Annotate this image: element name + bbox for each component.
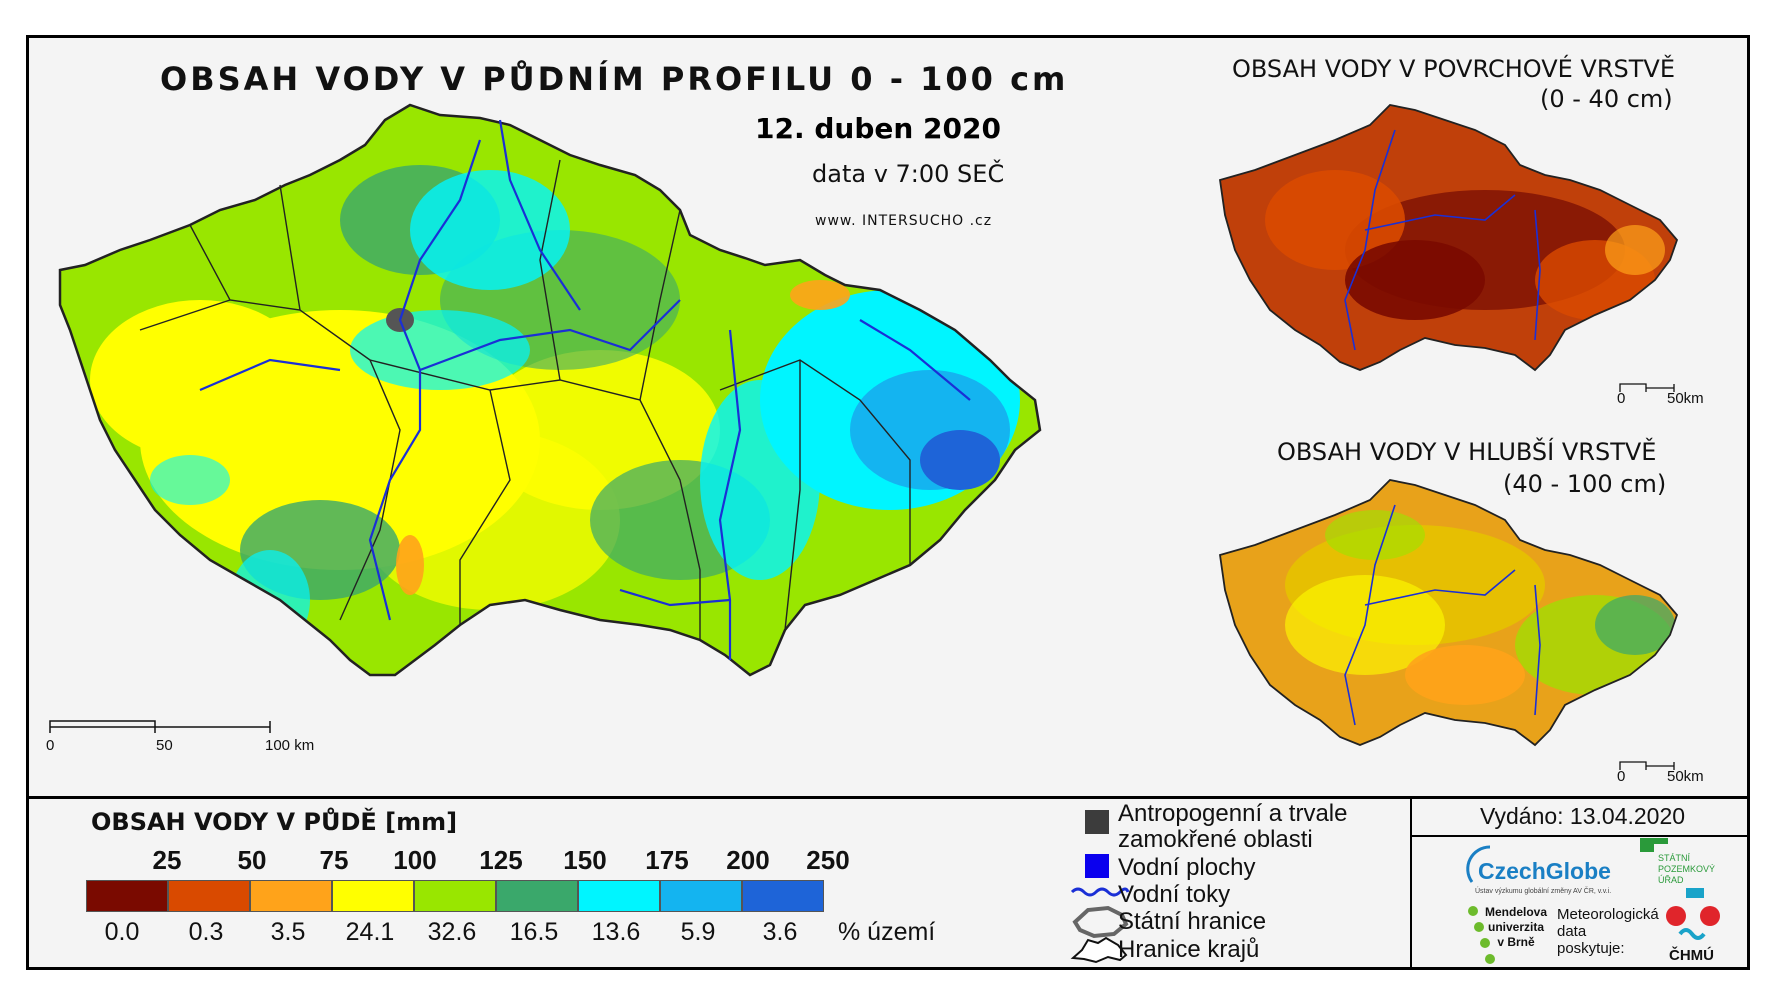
legend-swatch-150-175 xyxy=(578,880,660,912)
percent-class-6: 13.6 xyxy=(591,918,641,946)
chmu-logo-mark xyxy=(1666,888,1720,940)
mendel-logo-line2: univerzita xyxy=(1488,920,1545,934)
czechglobe-logo-arc xyxy=(1466,845,1491,883)
percent-class-1: 0.3 xyxy=(188,918,224,946)
meteo-data-label: Meteorologická data poskytuje: xyxy=(1557,906,1659,957)
scale-value-50: 50 xyxy=(237,845,267,875)
inset-top-scalebar xyxy=(1619,383,1675,392)
percent-class-2: 3.5 xyxy=(270,918,306,946)
state-border-icon xyxy=(1072,905,1129,939)
inset-top-scalebar-tick-50: 50km xyxy=(1667,390,1704,407)
legend-swatch-25-50 xyxy=(168,880,250,912)
main-soil-moisture-map xyxy=(58,103,1042,677)
czechglobe-logo-subtitle: Ústav výzkumu globální změny AV ČR, v.v.… xyxy=(1475,888,1612,895)
legend-swatch-125-150 xyxy=(496,880,578,912)
meteo-data-line1: Meteorologická xyxy=(1557,906,1659,923)
scale-value-150: 150 xyxy=(563,845,607,875)
meteo-data-line3: poskytuje: xyxy=(1557,940,1625,957)
legend-swatch-0-25 xyxy=(86,880,168,912)
scale-value-75: 75 xyxy=(319,845,349,875)
legend-region-border: Hranice krajů xyxy=(1118,936,1260,963)
inset-bottom-subtitle: (40 - 100 cm) xyxy=(1503,470,1667,498)
map-date: 12. duben 2020 xyxy=(755,112,1001,145)
legend-swatch-200-250 xyxy=(742,880,824,912)
scale-value-100: 100 xyxy=(393,845,437,875)
inset-top-map xyxy=(1218,104,1679,372)
legend-vertical-divider xyxy=(1410,796,1412,970)
inset-top-subtitle: (0 - 40 cm) xyxy=(1540,85,1673,113)
website-label: www. INTERSUCHO .cz xyxy=(815,213,992,229)
website-suffix: .cz xyxy=(969,213,993,229)
inset-bottom-scalebar-tick-0: 0 xyxy=(1617,768,1626,785)
mendel-logo-line3: v Brně xyxy=(1497,935,1535,949)
main-scalebar-tick-100: 100 km xyxy=(265,737,315,754)
main-scalebar-tick-50: 50 xyxy=(156,737,173,754)
legend-anthropogenic-line2: zamokřené oblasti xyxy=(1118,826,1313,853)
issued-date: Vydáno: 13.04.2020 xyxy=(1480,803,1686,829)
percent-unit-label: % území xyxy=(838,918,936,946)
mendel-logo-dots xyxy=(1468,906,1495,964)
legend-swatch-175-200 xyxy=(660,880,742,912)
mendel-logo: Mendelova univerzita v Brně xyxy=(1485,905,1547,950)
legend-swatch-50-75 xyxy=(250,880,332,912)
river-line-icon xyxy=(1070,887,1130,897)
legend-rivers: Vodní toky xyxy=(1118,881,1231,908)
scale-value-200: 200 xyxy=(726,845,770,875)
legend-horizontal-divider xyxy=(1410,835,1750,837)
percent-class-8: 3.6 xyxy=(762,918,798,946)
percent-class-4: 32.6 xyxy=(427,918,477,946)
percent-class-7: 5.9 xyxy=(680,918,716,946)
blue-square-icon xyxy=(1085,854,1109,878)
percent-class-3: 24.1 xyxy=(345,918,395,946)
region-border-icon xyxy=(1070,936,1128,964)
legend-divider xyxy=(26,796,1750,799)
spu-logo-line3: ÚŘAD xyxy=(1658,875,1684,885)
mendel-logo-line1: Mendelova xyxy=(1485,905,1548,919)
main-scalebar xyxy=(49,720,271,733)
meteo-data-line2: data xyxy=(1557,923,1587,940)
main-map-title: OBSAH VODY V PŮDNÍM PROFILU 0 - 100 cm xyxy=(160,60,1069,98)
spu-logo-line2: POZEMKOVÝ xyxy=(1658,864,1716,874)
legend-symbols xyxy=(1070,810,1130,964)
inset-bottom-scalebar xyxy=(1619,761,1675,770)
inset-bottom-scalebar-tick-50: 50km xyxy=(1667,768,1704,785)
legend-swatch-100-125 xyxy=(414,880,496,912)
chmu-logo: ČHMÚ xyxy=(1669,947,1714,964)
scale-value-25: 25 xyxy=(152,845,182,875)
percent-class-5: 16.5 xyxy=(509,918,559,946)
scale-value-125: 125 xyxy=(479,845,523,875)
data-time: data v 7:00 SEČ xyxy=(812,160,1005,188)
website-middle: INTERSUCHO xyxy=(861,213,965,229)
spu-logo: STÁTNÍ POZEMKOVÝ ÚŘAD xyxy=(1658,853,1715,886)
legend-anthropogenic-line1: Antropogenní a trvale xyxy=(1118,800,1348,827)
czechglobe-logo: CzechGlobe xyxy=(1478,858,1611,884)
legend-water-bodies: Vodní plochy xyxy=(1118,854,1256,881)
percent-class-0: 0.0 xyxy=(104,918,140,946)
inset-bottom-title: OBSAH VODY V HLUBŠÍ VRSTVĚ xyxy=(1277,438,1657,466)
scale-value-250: 250 xyxy=(806,845,850,875)
scale-value-175: 175 xyxy=(645,845,689,875)
inset-top-scalebar-tick-0: 0 xyxy=(1617,390,1626,407)
legend-swatch-75-100 xyxy=(332,880,414,912)
spu-logo-mark xyxy=(1640,838,1668,852)
website-prefix: www. xyxy=(815,213,857,229)
spu-logo-line1: STÁTNÍ xyxy=(1658,853,1691,863)
inset-bottom-map xyxy=(1218,479,1679,747)
inset-top-title: OBSAH VODY V POVRCHOVÉ VRSTVĚ xyxy=(1232,55,1675,83)
legend-state-border: Státní hranice xyxy=(1118,908,1267,935)
legend-title: OBSAH VODY V PŮDĚ [mm] xyxy=(91,808,458,836)
main-scalebar-tick-0: 0 xyxy=(46,737,55,754)
dark-gray-square-icon xyxy=(1085,810,1109,834)
